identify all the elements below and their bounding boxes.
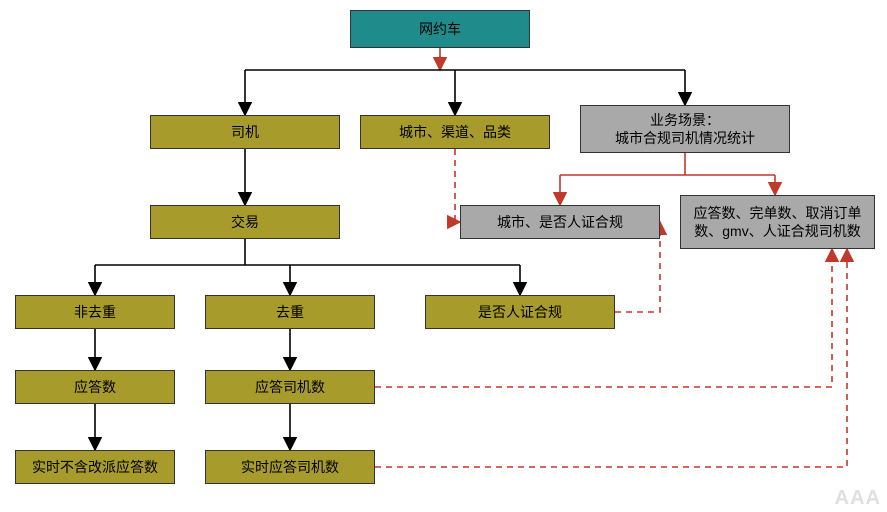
node-metrics: 应答数、完单数、取消订单数、gmv、人证合规司机数 — [680, 195, 875, 249]
node-driver: 司机 — [150, 115, 340, 149]
node-dedup: 去重 — [205, 295, 375, 329]
node-trade: 交易 — [150, 205, 340, 239]
node-rt_resp: 实时不含改派应答数 — [15, 450, 175, 484]
node-root: 网约车 — [350, 10, 530, 48]
node-rt_drv: 实时应答司机数 — [205, 450, 375, 484]
node-resp_drv: 应答司机数 — [205, 370, 375, 404]
watermark: AAA — [835, 487, 881, 510]
node-nondedup: 非去重 — [15, 295, 175, 329]
edges-layer — [0, 0, 887, 512]
node-city_ch: 城市、渠道、品类 — [360, 115, 550, 149]
node-is_ok: 是否人证合规 — [425, 295, 615, 329]
node-scene: 业务场景： 城市合规司机情况统计 — [580, 105, 790, 153]
node-city_ok: 城市、是否人证合规 — [460, 205, 660, 239]
edge-22 — [375, 249, 847, 467]
node-resp_cnt: 应答数 — [15, 370, 175, 404]
